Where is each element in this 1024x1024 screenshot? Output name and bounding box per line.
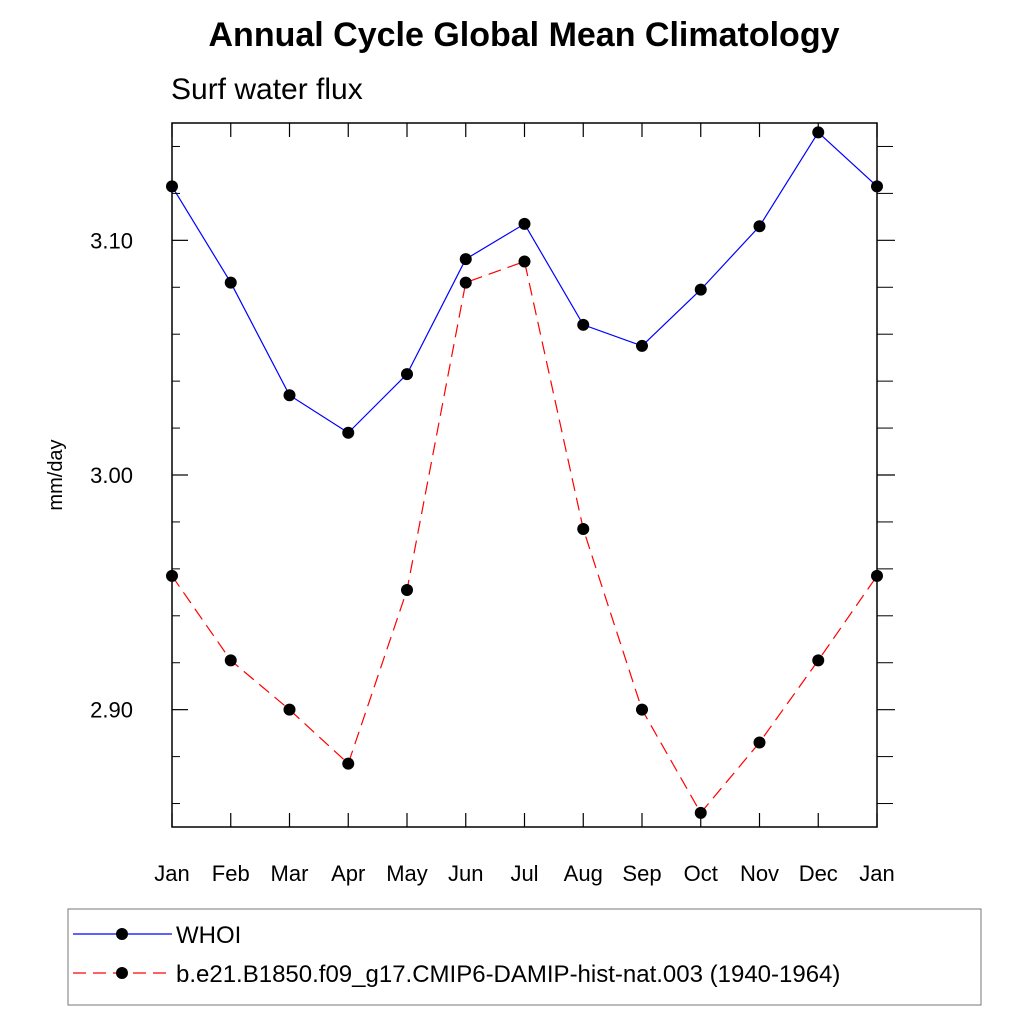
x-tick-label: Oct (684, 861, 718, 886)
legend-marker-1 (116, 967, 128, 979)
chart-title: Annual Cycle Global Mean Climatology (209, 16, 840, 54)
series-line-0 (171, 131, 878, 434)
x-tick-label: Feb (212, 861, 250, 886)
x-tick-label: Dec (799, 861, 838, 886)
series-0-point (459, 253, 472, 266)
x-tick-label: Jan (154, 861, 189, 886)
x-tick-label: May (386, 861, 428, 886)
x-tick-label: Aug (564, 861, 603, 886)
legend-marker-0 (116, 928, 128, 940)
series-0-point (283, 389, 296, 402)
x-tick-label: Apr (331, 861, 365, 886)
x-tick-label: Jun (448, 861, 483, 886)
y-axis-label: mm/day (45, 439, 67, 510)
series-layer (166, 126, 883, 819)
series-line-1 (171, 260, 878, 814)
x-tick-label: Jan (859, 861, 894, 886)
series-1-point (518, 255, 531, 268)
plot-frame (171, 122, 878, 828)
y-tick-label: 2.90 (90, 698, 133, 723)
series-0-point (401, 368, 413, 381)
axis-layer: Jan Feb Mar Apr May Jun Jul Aug Sep Oct Nov Dec Jan 2… (90, 123, 895, 886)
series-1-point (812, 654, 825, 667)
legend-label-0: WHOI (176, 922, 241, 949)
chart-subtitle: Surf water flux (171, 73, 363, 106)
series-0-point (694, 283, 707, 296)
series-1-point (342, 757, 355, 770)
series-0-point (753, 220, 766, 233)
x-tick-label: Jul (510, 861, 538, 886)
x-tick-label: Mar (271, 861, 309, 886)
series-1-point (753, 736, 766, 749)
x-tick-label: Nov (740, 861, 779, 886)
series-0-point (224, 276, 237, 289)
series-1-point (577, 522, 590, 535)
series-0-point (636, 339, 648, 352)
x-tick-label: Sep (622, 861, 661, 886)
series-1-point (459, 276, 472, 289)
y-tick-label: 3.10 (90, 228, 133, 253)
series-0-point (342, 426, 355, 439)
legend-box (67, 908, 982, 1006)
series-1-point (224, 654, 237, 667)
series-1-point (694, 806, 707, 819)
y-tick-label: 3.00 (90, 463, 133, 488)
legend: WHOI b.e21.B1850.f09_g17.CMIP6-DAMIP-hist… (73, 922, 840, 988)
series-1-point (283, 703, 296, 716)
series-1-point (636, 703, 648, 716)
series-0-point (518, 217, 531, 230)
series-0-point (577, 318, 590, 331)
series-1-point (401, 583, 413, 596)
legend-label-1: b.e21.B1850.f09_g17.CMIP6-DAMIP-hist-nat… (176, 961, 840, 988)
